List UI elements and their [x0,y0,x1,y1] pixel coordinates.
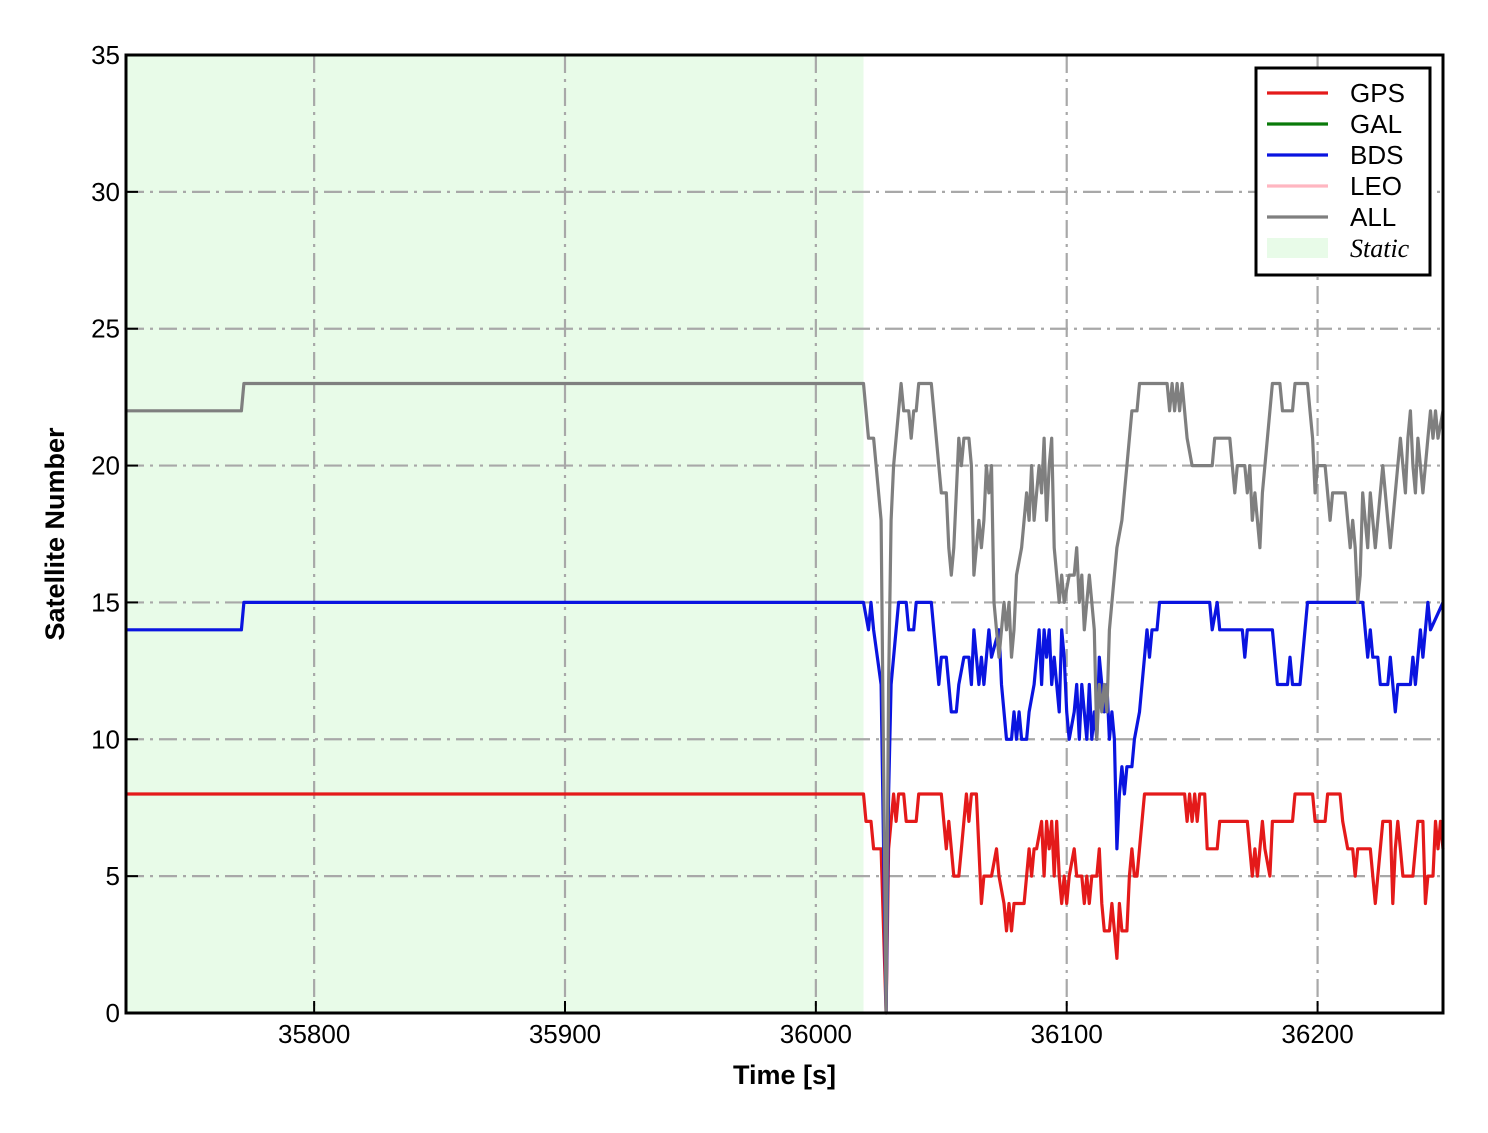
legend-label-gps: GPS [1350,78,1405,108]
series-line-all [126,381,1445,1015]
axis-ticks [126,54,1319,1014]
legend-label-leo: LEO [1350,171,1402,201]
x-tick-label: 36200 [1281,1019,1353,1049]
legend-swatch-static [1267,238,1328,258]
x-tick-label: 36100 [1031,1019,1103,1049]
tick-labels: 35800 35900 36000 36100 36200 0 5 10 15 20 25 30 35 [91,40,1354,1049]
y-tick-label: 10 [91,724,120,754]
y-tick-label: 0 [106,998,120,1028]
y-tick-label: 25 [91,314,120,344]
plot-background [126,55,864,1013]
legend-label-static: Static [1350,234,1410,263]
x-tick-label: 35900 [529,1019,601,1049]
plot-frame [124,53,1445,1015]
x-tick-label: 36000 [780,1019,852,1049]
y-axis-title: Satellite Number [40,427,70,641]
legend-label-gal: GAL [1350,109,1402,139]
shaded-region-static [126,55,864,1013]
legend-label-bds: BDS [1350,140,1403,170]
grid-lines [126,55,1443,1013]
y-tick-label: 5 [106,861,120,891]
x-axis-title: Time [s] [733,1060,836,1090]
series-line-bds [126,600,1445,1015]
y-tick-label: 15 [91,587,120,617]
y-tick-label: 20 [91,451,120,481]
y-tick-label: 35 [91,40,120,70]
series-lines [126,381,1445,1015]
series-line-gps [126,792,1445,1015]
y-tick-label: 30 [91,177,120,207]
x-tick-label: 35800 [278,1019,350,1049]
legend-label-all: ALL [1350,202,1396,232]
